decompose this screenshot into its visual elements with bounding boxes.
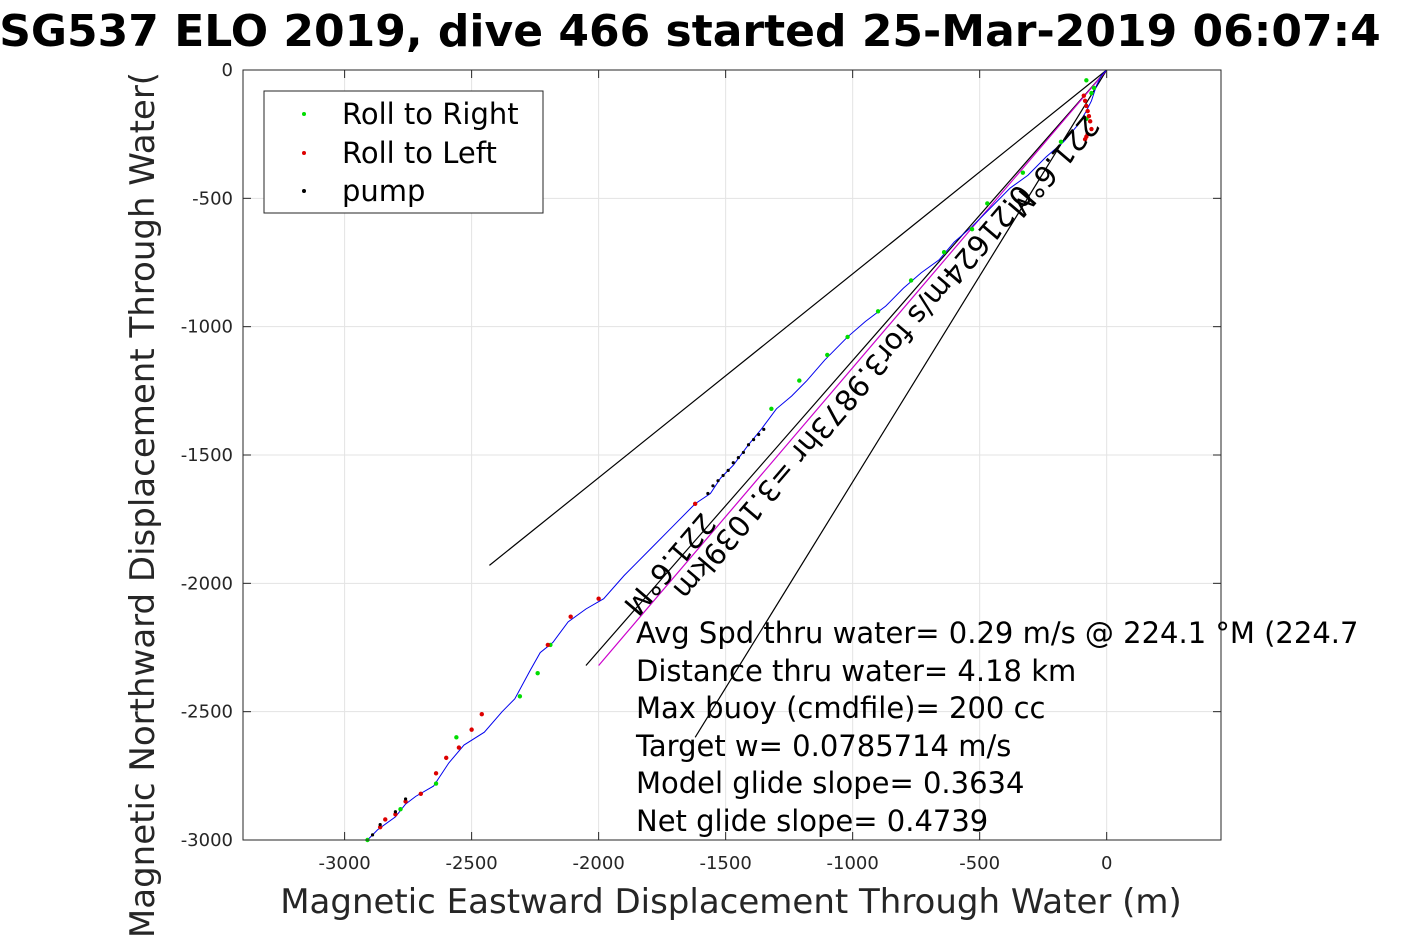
x-tick-label: -3000 bbox=[318, 853, 370, 874]
roll-left-point bbox=[479, 712, 484, 717]
stats-line: Distance thru water= 4.18 km bbox=[636, 654, 1076, 688]
roll-left-point bbox=[545, 642, 551, 648]
roll-right-point bbox=[535, 670, 540, 676]
x-tick-label: -2500 bbox=[445, 853, 497, 874]
pump-point bbox=[757, 432, 761, 437]
roll-left-point bbox=[1082, 137, 1088, 142]
reference-line bbox=[585, 69, 1108, 666]
pump-point bbox=[762, 427, 766, 431]
reference-lines bbox=[489, 69, 1108, 738]
roll-left-point bbox=[596, 596, 601, 601]
roll-left-point bbox=[568, 614, 573, 619]
roll-left-point bbox=[433, 771, 439, 776]
x-axis-label: Magnetic Eastward Displacement Through W… bbox=[280, 882, 1182, 922]
roll-left-point bbox=[393, 812, 398, 817]
pump-point bbox=[370, 833, 375, 837]
legend-label-roll-left: Roll to Left bbox=[342, 136, 497, 170]
pump-point bbox=[751, 438, 756, 442]
x-tick-label: -2000 bbox=[572, 853, 624, 874]
roll-left-point bbox=[418, 791, 424, 796]
reference-line bbox=[694, 69, 1108, 738]
pump-point bbox=[731, 461, 735, 465]
legend-marker-roll-left bbox=[302, 151, 306, 155]
roll-right-point bbox=[985, 201, 990, 206]
roll-right-point bbox=[1089, 90, 1094, 96]
roll-right-point bbox=[517, 694, 523, 699]
pump-point bbox=[403, 797, 408, 801]
roll-left-point bbox=[1082, 98, 1088, 104]
pump-points bbox=[370, 427, 766, 837]
legend-box bbox=[263, 90, 544, 214]
roll-right-point bbox=[769, 406, 774, 411]
roll-left-point bbox=[469, 727, 474, 732]
reference-line bbox=[598, 69, 1108, 666]
roll-left-point bbox=[692, 501, 698, 506]
roll-left-point bbox=[1086, 114, 1092, 119]
y-tick-label: -1500 bbox=[181, 445, 233, 466]
pump-point bbox=[721, 473, 725, 478]
x-tick-label: -500 bbox=[959, 853, 1000, 874]
roll-left-point bbox=[444, 755, 449, 761]
pump-point bbox=[706, 491, 710, 496]
roll-right-point bbox=[875, 309, 881, 314]
pump-point bbox=[726, 468, 730, 472]
y-tick-label: 0 bbox=[222, 60, 233, 81]
roll-left-point bbox=[383, 817, 388, 822]
roll-right-points bbox=[365, 78, 1097, 843]
stats-line: Target w= 0.0785714 m/s bbox=[635, 729, 1011, 763]
x-tick-label: -1500 bbox=[699, 853, 751, 874]
y-tick-label: -2000 bbox=[181, 573, 233, 594]
roll-right-point bbox=[398, 807, 403, 812]
stats-line: Avg Spd thru water= 0.29 m/s @ 224.1 °M … bbox=[636, 616, 1358, 650]
roll-left-point bbox=[403, 799, 408, 804]
x-tick-label: -1000 bbox=[827, 853, 879, 874]
roll-left-point bbox=[1085, 108, 1090, 114]
roll-right-point bbox=[1020, 170, 1026, 175]
pump-point bbox=[736, 455, 740, 460]
roll-left-point bbox=[377, 824, 383, 830]
legend: Roll to Right Roll to Left pump bbox=[263, 90, 544, 214]
stats-text-block: Avg Spd thru water= 0.29 m/s @ 224.1 °M … bbox=[635, 616, 1358, 838]
pump-point bbox=[716, 479, 720, 483]
roll-right-point bbox=[825, 352, 830, 358]
reference-line bbox=[489, 69, 1108, 566]
roll-right-point bbox=[908, 278, 914, 283]
pump-point bbox=[746, 443, 751, 447]
legend-label-pump: pump bbox=[342, 174, 425, 208]
roll-right-point bbox=[1091, 85, 1097, 91]
roll-right-point bbox=[1058, 139, 1064, 145]
roll-left-point bbox=[1089, 126, 1094, 132]
roll-left-points bbox=[377, 93, 1094, 830]
y-tick-label: -2500 bbox=[181, 702, 233, 723]
legend-label-roll-right: Roll to Right bbox=[342, 97, 519, 131]
roll-right-point bbox=[433, 781, 439, 786]
y-tick-label: -1000 bbox=[181, 317, 233, 338]
y-axis-label: Magnetic Northward Displacement Through … bbox=[123, 72, 163, 938]
roll-right-point bbox=[969, 226, 975, 232]
pump-point bbox=[741, 450, 746, 455]
roll-left-point bbox=[456, 745, 462, 750]
stats-line: Net glide slope= 0.4739 bbox=[636, 804, 988, 838]
stats-line: Max buoy (cmdfile)= 200 cc bbox=[636, 691, 1045, 725]
chart-title: SG537 ELO 2019, dive 466 started 25-Mar-… bbox=[0, 6, 1381, 57]
roll-right-point bbox=[797, 378, 802, 383]
y-tick-label: -3000 bbox=[181, 830, 233, 851]
roll-left-point bbox=[1087, 119, 1093, 124]
legend-marker-pump bbox=[302, 189, 306, 193]
pump-point bbox=[711, 484, 715, 488]
pump-point bbox=[378, 823, 382, 827]
x-tick-label: 0 bbox=[1101, 853, 1112, 874]
roll-right-point bbox=[845, 334, 850, 340]
roll-left-point bbox=[1084, 103, 1089, 109]
stats-line: Model glide slope= 0.3634 bbox=[636, 766, 1024, 800]
axis-ticks: -3000 -2500 -2000 -1500 -1000 -500 0 0 -500 -1000… bbox=[181, 60, 1221, 874]
roll-right-point bbox=[454, 735, 459, 740]
pump-point bbox=[393, 810, 398, 814]
roll-right-point bbox=[1084, 78, 1089, 83]
legend-marker-roll-right bbox=[302, 112, 306, 116]
roll-right-point bbox=[941, 250, 947, 255]
roll-left-point bbox=[1081, 93, 1087, 98]
y-tick-label: -500 bbox=[192, 188, 233, 209]
